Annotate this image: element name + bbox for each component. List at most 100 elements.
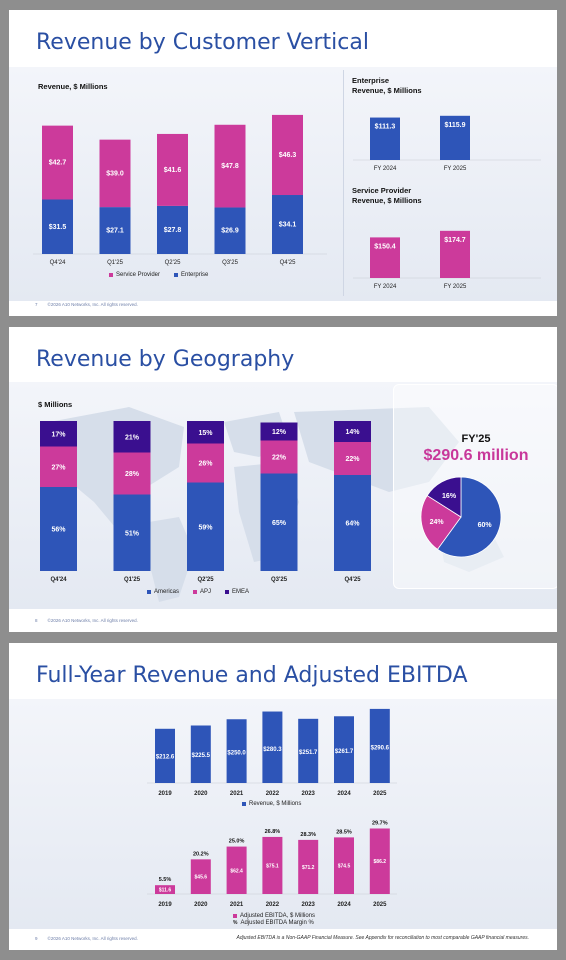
bar-percent-label: 27% [51, 464, 66, 471]
bar-value-label: $115.9 [444, 122, 465, 129]
bar-value-label: $41.6 [164, 167, 182, 174]
legend-swatch [193, 590, 198, 594]
bar-americas [260, 473, 298, 571]
x-tick-label: 2022 [266, 791, 280, 797]
bar-emea [113, 421, 151, 453]
pie-slice-americas [436, 476, 502, 558]
x-tick-label: FY 2024 [374, 166, 397, 172]
bar-percent-label: 65% [272, 520, 287, 527]
fy25-total-revenue: $290.6 million [423, 447, 529, 464]
margin-percent-label: 28.5% [336, 829, 352, 835]
bar-apj [187, 443, 224, 483]
legend-emea: EMEA [225, 589, 249, 595]
vertical-legend: Service Provider Enterprise [109, 272, 208, 278]
legend-ebitda-margin: % Adjusted EBITDA Margin % [233, 920, 314, 926]
bar-enterprise [99, 207, 131, 254]
legend-label: APJ [200, 589, 212, 595]
x-tick-label: 2019 [158, 791, 172, 797]
legend-label: Service Provider [116, 272, 161, 278]
enterprise-label-line1: Enterprise [352, 76, 390, 85]
legend-enterprise: Enterprise [174, 272, 208, 278]
bar-apj [113, 452, 151, 495]
bar-emea [187, 421, 224, 444]
slide-title: Revenue by Customer Vertical [36, 30, 369, 55]
bar-adjusted-ebitda [298, 839, 319, 894]
pie-slice-label: 24% [430, 519, 445, 526]
bar-value-label: $31.5 [49, 224, 67, 231]
bar-value-label: $46.3 [279, 152, 297, 159]
copyright: ©2026 A10 Networks, Inc. All rights rese… [47, 618, 138, 623]
bar-revenue [262, 711, 283, 783]
bar-americas [334, 475, 371, 571]
x-tick-label: Q4'25 [280, 260, 296, 266]
bar-revenue [334, 716, 354, 783]
bar-service-provider [440, 230, 470, 278]
revenue-legend: Revenue, $ Millions [242, 801, 301, 807]
bar-value-label: $75.1 [266, 863, 279, 869]
x-tick-label: 2024 [337, 791, 351, 797]
bar-service-provider [214, 124, 246, 208]
bar-value-label: $27.8 [164, 227, 182, 234]
sp-label-line2: Revenue, $ Millions [352, 196, 422, 205]
bar-adjusted-ebitda [334, 837, 354, 894]
x-tick-label: Q1'25 [124, 577, 141, 583]
legend-swatch [242, 802, 246, 806]
bar-emea [40, 421, 77, 447]
enterprise-label: Enterprise Revenue, $ Millions [352, 76, 422, 96]
geography-stacked-chart: 56% 27% 17% Q4'24 51% 28% 21% Q1'25 59% 26% 15% Q2'… [40, 421, 371, 583]
bar-value-label: $47.8 [221, 163, 239, 170]
geography-legend: Americas APJ EMEA [147, 589, 249, 595]
x-tick-label: Q2'25 [197, 577, 214, 583]
enterprise-label-line2: Revenue, $ Millions [352, 86, 422, 95]
margin-percent-label: 26.8% [265, 829, 281, 835]
bar-percent-label: 51% [125, 530, 140, 537]
bar-service-provider [272, 114, 303, 196]
bar-apj [334, 442, 371, 475]
bar-apj [260, 440, 298, 474]
bar-value-label: $225.5 [192, 753, 211, 759]
geography-pie-chart: 60% 24% 16% [420, 476, 502, 558]
pie-slice-emea [426, 476, 462, 518]
x-tick-label: 2025 [373, 902, 387, 908]
chart-band [9, 699, 557, 929]
bar-americas [40, 487, 77, 571]
bar-revenue [190, 725, 211, 783]
bar-value-label: $86.2 [374, 859, 387, 865]
slide-title: Full-Year Revenue and Adjusted EBITDA [36, 663, 468, 688]
slide-revenue-ebitda: Full-Year Revenue and Adjusted EBITDA $2… [9, 643, 557, 950]
x-tick-label: 2020 [194, 902, 208, 908]
copyright: ©2026 A10 Networks, Inc. All rights rese… [47, 302, 138, 307]
panel-divider [343, 70, 344, 296]
legend-label: Enterprise [181, 272, 209, 278]
x-tick-label: 2024 [337, 902, 351, 908]
x-tick-label: 2019 [158, 902, 172, 908]
bar-adjusted-ebitda [226, 846, 247, 894]
bar-revenue [155, 728, 175, 783]
bar-service-provider [370, 237, 400, 278]
pie-slice-label: 60% [478, 522, 493, 529]
legend-label: EMEA [232, 589, 250, 595]
bar-value-label: $27.1 [106, 228, 124, 235]
legend-swatch [233, 914, 237, 918]
legend-swatch [147, 590, 151, 594]
page-number: 9 [35, 936, 38, 941]
copyright: ©2026 A10 Networks, Inc. All rights rese… [47, 936, 138, 941]
legend-service-provider: Service Provider [109, 272, 160, 278]
pie-slice-apj [420, 495, 462, 550]
bar-enterprise [157, 205, 188, 254]
legend-adjusted-ebitda: Adjusted EBITDA, $ Millions [233, 913, 315, 919]
slide-footer: 7 ©2026 A10 Networks, Inc. All rights res… [35, 302, 138, 307]
bar-value-label: $150.4 [374, 243, 396, 250]
slide-footer: 8 ©2026 A10 Networks, Inc. All rights res… [35, 618, 138, 623]
revenue-ebitda-charts: $212.6 2019 $225.5 2020 $250.0 2021 $280.3 2022… [147, 708, 397, 908]
bar-percent-label: 17% [51, 431, 66, 438]
x-tick-label: Q1'25 [107, 260, 123, 266]
legend-apj: APJ [193, 589, 211, 595]
x-tick-label: 2023 [302, 791, 316, 797]
x-tick-label: Q4'24 [50, 260, 66, 266]
legend-symbol: % [233, 920, 238, 926]
bar-revenue [226, 719, 247, 783]
bar-enterprise [214, 207, 246, 254]
margin-percent-label: 20.2% [193, 851, 209, 857]
ebitda-legend: Adjusted EBITDA, $ Millions % Adjusted EB… [233, 913, 315, 926]
